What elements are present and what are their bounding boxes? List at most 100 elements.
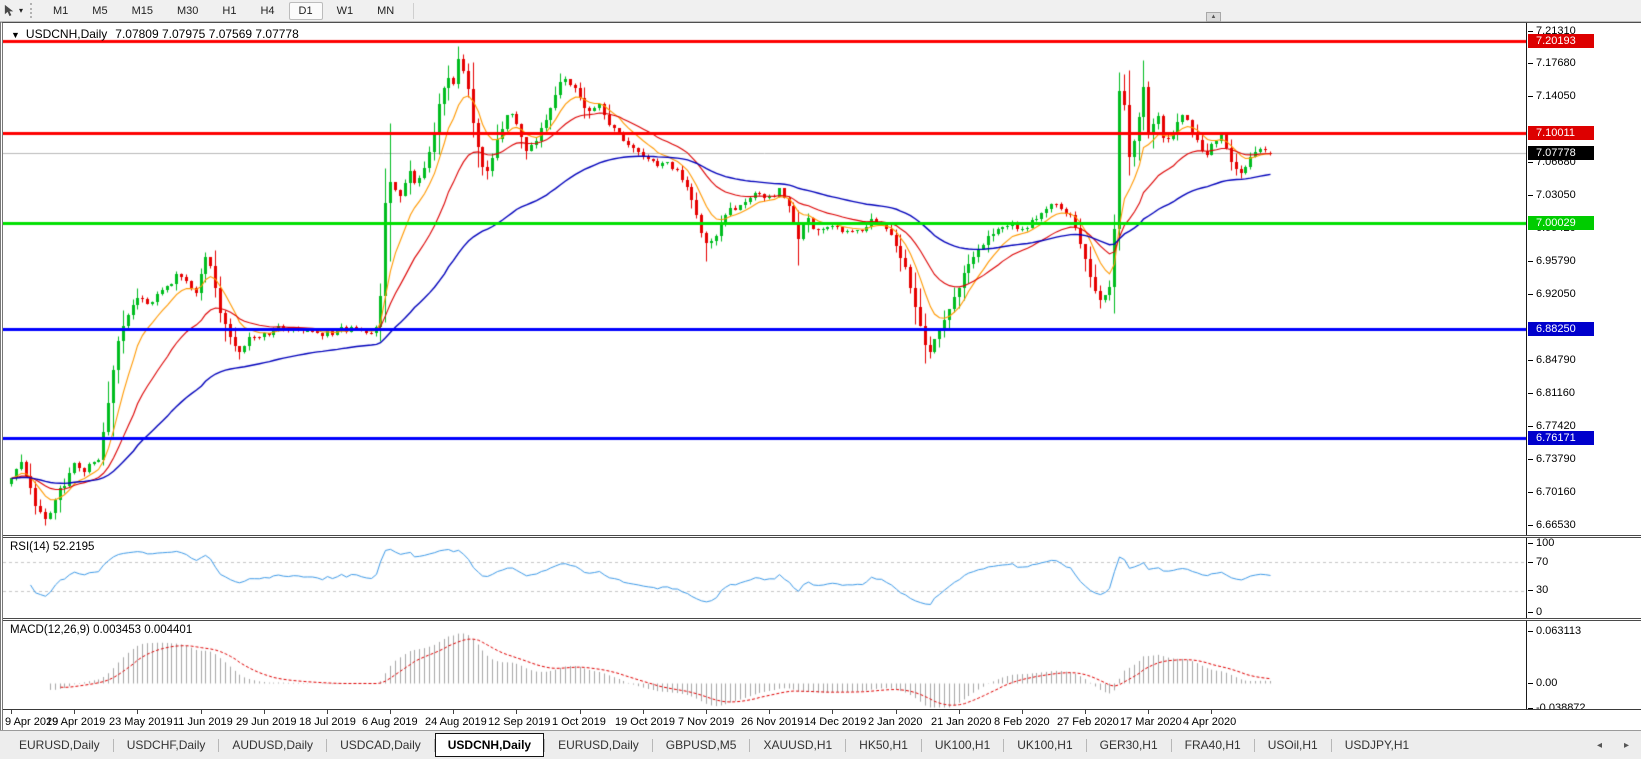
chart-tab-audusd-daily[interactable]: AUDUSD,Daily — [232, 738, 314, 752]
chart-tab-uk100-h1[interactable]: UK100,H1 — [934, 738, 991, 752]
date-axis-label: 6 Aug 2019 — [362, 716, 418, 728]
date-axis-label: 1 Oct 2019 — [552, 716, 606, 728]
date-tick-mark — [580, 710, 581, 714]
rsi-axis[interactable]: 100 70 30 0 — [1526, 537, 1641, 619]
pane-splitter-rsi[interactable] — [3, 535, 1641, 538]
tab-scroll-left-icon[interactable]: ◂ — [1596, 739, 1602, 751]
timeframe-button-h1[interactable]: H1 — [222, 4, 237, 17]
collapse-triangle-icon[interactable]: ▼ — [11, 30, 20, 40]
chart-tab-usdjpy-h1[interactable]: USDJPY,H1 — [1344, 738, 1410, 752]
price-axis-label: 6.92050 — [1527, 288, 1576, 301]
macd-pane: MACD(12,26,9) 0.003453 0.004401 0.063113… — [3, 621, 1641, 714]
chart-tab-eurusd-daily[interactable]: EURUSD,Daily — [19, 738, 100, 752]
date-axis-label: 4 Apr 2020 — [1183, 716, 1237, 728]
tab-separator — [218, 738, 220, 752]
date-tick-mark — [706, 710, 707, 714]
chevron-down-icon[interactable]: ▾ — [19, 6, 24, 15]
scroll-up-button[interactable]: ▲ — [1206, 12, 1221, 22]
chart-tab-ger30-h1[interactable]: GER30,H1 — [1099, 738, 1158, 752]
timeframe-button-m30[interactable]: M30 — [176, 4, 199, 17]
tab-separator — [1003, 738, 1005, 752]
timeframe-button-w1[interactable]: W1 — [336, 4, 354, 17]
timeframe-toolbar: ▾ M1 M5 M15 M30 H1 H4 D1 W1 MN — [0, 0, 1641, 22]
macd-chart-canvas[interactable] — [3, 621, 1526, 709]
date-axis-label: 14 Dec 2019 — [804, 716, 867, 728]
timeframe-button-h4[interactable]: H4 — [260, 4, 275, 17]
rsi-axis-label: 0 — [1527, 606, 1542, 619]
macd-label: MACD(12,26,9) 0.003453 0.004401 — [10, 624, 193, 636]
price-axis-label: 6.77420 — [1527, 420, 1576, 433]
rsi-axis-label: 70 — [1527, 556, 1548, 569]
chart-tabs: EURUSD,Daily USDCHF,Daily AUDUSD,Daily USDC… — [0, 731, 1422, 759]
cursor-tool-icon[interactable]: ▾ — [1, 3, 25, 18]
date-axis-label: 7 Nov 2019 — [678, 716, 735, 728]
price-axis-label: 7.21310 — [1527, 25, 1576, 38]
chart-tab-uk100-h1[interactable]: UK100,H1 — [1017, 738, 1073, 752]
price-pane: ▼ USDCNH,Daily 7.07809 7.07975 7.07569 7.0… — [3, 23, 1641, 535]
chart-tab-usdchf-daily[interactable]: USDCHF,Daily — [126, 738, 206, 752]
price-axis-label: 6.84790 — [1527, 354, 1576, 367]
timeframe-button-m15[interactable]: M15 — [131, 4, 153, 17]
price-level-badge: 7.10011 — [1528, 125, 1594, 140]
tab-separator — [845, 738, 847, 752]
tab-separator — [1253, 738, 1255, 752]
pane-splitter-macd[interactable] — [3, 618, 1641, 621]
date-tick-mark — [11, 710, 12, 714]
date-tick-mark — [832, 710, 833, 714]
date-tick-mark — [516, 710, 517, 714]
macd-axis-label: 0.00 — [1527, 677, 1557, 690]
timeframe-button-mn[interactable]: MN — [377, 4, 395, 17]
chart-tab-hk50-h1[interactable]: HK50,H1 — [859, 738, 908, 752]
chart-tab-gbpusd-m5[interactable]: GBPUSD,M5 — [665, 738, 737, 752]
tab-separator — [1170, 738, 1172, 752]
date-axis-label: 26 Nov 2019 — [741, 716, 804, 728]
price-axis-label: 6.95790 — [1527, 255, 1576, 268]
chart-tab-xauusd-h1[interactable]: XAUUSD,H1 — [763, 738, 833, 752]
date-axis-label: 8 Feb 2020 — [994, 716, 1050, 728]
price-level-badge: 6.76171 — [1528, 431, 1594, 446]
price-level-badge: 7.20193 — [1528, 34, 1594, 49]
chart-tab-bar: EURUSD,Daily USDCHF,Daily AUDUSD,Daily USDC… — [0, 730, 1641, 759]
rsi-label: RSI(14) 52.2195 — [10, 541, 95, 553]
rsi-axis-label: 30 — [1527, 584, 1548, 597]
tab-scroll-right-icon[interactable]: ▸ — [1623, 739, 1629, 751]
timeframe-button-m5[interactable]: M5 — [92, 4, 108, 17]
chart-tab-usdcnh-daily[interactable]: USDCNH,Daily — [434, 733, 545, 757]
date-axis-label: 18 Jul 2019 — [299, 716, 356, 728]
date-axis-label: 23 May 2019 — [109, 716, 173, 728]
chart-tab-usoil-h1[interactable]: USOil,H1 — [1267, 738, 1318, 752]
price-axis-label: 7.14050 — [1527, 90, 1576, 103]
price-axis[interactable]: 7.213107.176807.140507.066807.030506.994… — [1526, 23, 1641, 535]
tab-separator — [544, 738, 546, 752]
timeframe-button-m1[interactable]: M1 — [53, 4, 69, 17]
macd-axis[interactable]: 0.063113 0.00 -0.038872 — [1526, 621, 1641, 714]
date-axis-label: 21 Jan 2020 — [931, 716, 992, 728]
date-tick-mark — [1022, 710, 1023, 714]
timeframe-buttons: M1 M5 M15 M30 H1 H4 D1 W1 MN — [41, 1, 406, 20]
date-tick-mark — [769, 710, 770, 714]
date-axis[interactable]: 9 Apr 2019 29 Apr 2019 23 May 2019 11 Jun 2… — [3, 709, 1641, 731]
date-tick-mark — [327, 710, 328, 714]
date-axis-label: 11 Jun 2019 — [173, 716, 233, 728]
symbol-label: USDCNH,Daily — [25, 27, 108, 41]
chart-tab-eurusd-daily[interactable]: EURUSD,Daily — [558, 738, 639, 752]
date-tick-mark — [74, 710, 75, 714]
toolbar-separator — [413, 2, 415, 19]
price-chart-canvas[interactable] — [3, 23, 1526, 535]
date-axis-label: 24 Aug 2019 — [425, 716, 487, 728]
date-tick-mark — [390, 710, 391, 714]
price-axis-label: 7.03050 — [1527, 189, 1576, 202]
date-axis-label: 19 Oct 2019 — [615, 716, 675, 728]
tab-separator — [651, 738, 653, 752]
rsi-axis-label: 100 — [1527, 537, 1554, 550]
chart-tab-fra40-h1[interactable]: FRA40,H1 — [1184, 738, 1241, 752]
tab-separator — [920, 738, 922, 752]
chart-tab-usdcad-daily[interactable]: USDCAD,Daily — [340, 738, 421, 752]
date-tick-mark — [137, 710, 138, 714]
tab-separator — [326, 738, 328, 752]
date-axis-label: 2 Jan 2020 — [868, 716, 923, 728]
rsi-chart-canvas[interactable] — [3, 538, 1526, 618]
toolbar-drag-handle[interactable] — [30, 3, 34, 18]
timeframe-button-d1[interactable]: D1 — [288, 1, 323, 20]
